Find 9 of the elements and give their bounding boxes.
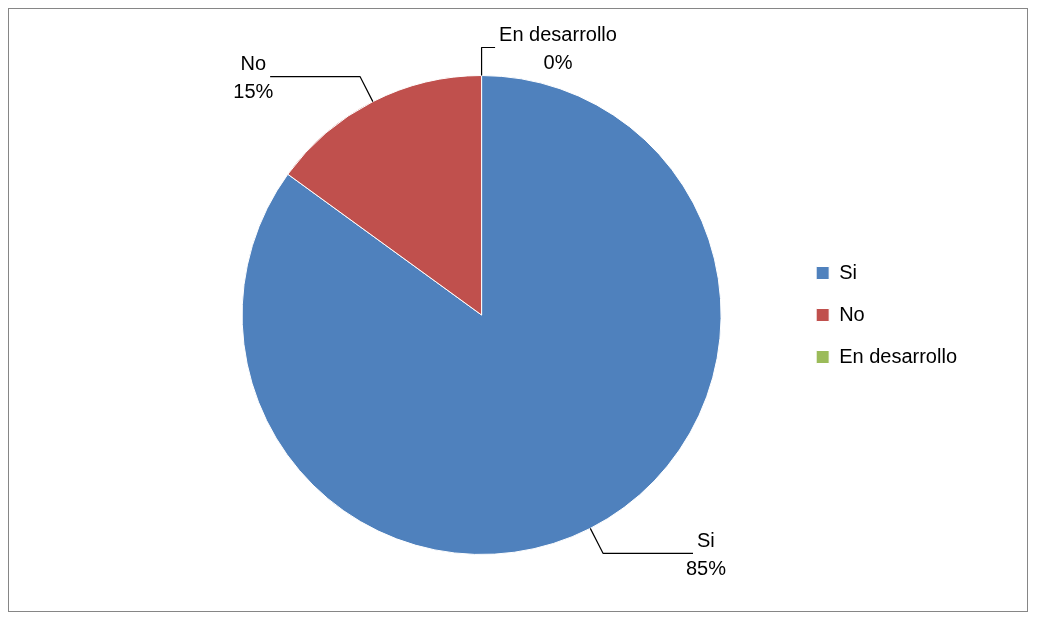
data-label: 85% [685,556,727,579]
category-label: En desarrollo [499,23,617,46]
text: 0% [543,51,573,74]
slice-label: No [240,52,267,75]
data-label: 15% [233,80,274,103]
legend-label: En desarrollo [839,344,957,367]
slice-label: Si [697,528,715,551]
legend-label: No [839,302,865,325]
legend-label: Si [839,260,857,283]
